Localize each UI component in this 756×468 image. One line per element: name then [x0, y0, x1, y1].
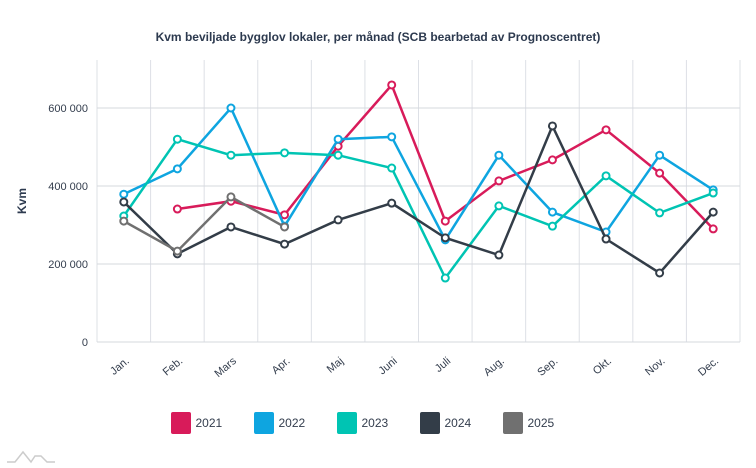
y-tick-label: 0 — [82, 337, 88, 349]
data-point[interactable] — [387, 80, 397, 90]
data-point[interactable] — [280, 239, 290, 249]
legend-item-2021[interactable]: 2021 — [170, 412, 254, 434]
data-point[interactable] — [226, 150, 236, 160]
legend-swatch — [502, 412, 523, 434]
legend-swatch — [253, 412, 274, 434]
data-point[interactable] — [655, 168, 665, 178]
data-point[interactable] — [280, 148, 290, 158]
data-point[interactable] — [226, 103, 236, 113]
data-point[interactable] — [494, 250, 504, 260]
series-2024 — [119, 121, 718, 278]
data-point[interactable] — [172, 204, 182, 214]
data-point[interactable] — [655, 268, 665, 278]
data-point[interactable] — [601, 171, 611, 181]
x-tick-label: Sep. — [535, 355, 560, 379]
data-point[interactable] — [333, 150, 343, 160]
legend-label: 2023 — [361, 416, 389, 430]
data-point[interactable] — [708, 207, 718, 217]
data-point[interactable] — [172, 246, 182, 256]
data-point[interactable] — [226, 192, 236, 202]
data-point[interactable] — [119, 189, 129, 199]
series-line — [123, 195, 286, 253]
x-tick-label: Mars — [212, 355, 239, 380]
data-point[interactable] — [601, 125, 611, 135]
data-point[interactable] — [655, 208, 665, 218]
legend-item-2024[interactable]: 2024 — [419, 412, 503, 434]
data-point[interactable] — [547, 155, 557, 165]
data-point[interactable] — [333, 215, 343, 225]
series-line — [122, 137, 714, 281]
x-tick-label: Apr. — [270, 355, 293, 377]
legend: 2021 2022 2023 2024 2025 — [0, 412, 756, 434]
data-point[interactable] — [494, 201, 504, 211]
x-tick-label: Nov. — [643, 355, 667, 378]
data-point[interactable] — [601, 234, 611, 244]
x-tick-label: Dec. — [696, 355, 721, 379]
data-point[interactable] — [494, 150, 504, 160]
legend-label: 2025 — [527, 416, 555, 430]
data-point[interactable] — [387, 198, 397, 208]
legend-label: 2022 — [278, 416, 306, 430]
plot-area: 0 200 000 400 000 600 000 Kvm Jan. Feb. Mars Apr… — [15, 60, 741, 380]
legend-swatch — [336, 412, 357, 434]
series-line — [122, 122, 715, 275]
data-point[interactable] — [333, 134, 343, 144]
data-point[interactable] — [440, 233, 450, 243]
data-point[interactable] — [280, 210, 290, 220]
data-point[interactable] — [387, 163, 397, 173]
data-point[interactable] — [387, 132, 397, 142]
data-point[interactable] — [119, 216, 129, 226]
legend-swatch — [419, 412, 440, 434]
x-tick-label: Okt. — [591, 355, 614, 377]
data-point[interactable] — [172, 134, 182, 144]
data-point[interactable] — [119, 197, 129, 207]
data-point[interactable] — [547, 121, 557, 131]
x-tick-label: Juli — [433, 355, 453, 375]
legend-swatch — [170, 412, 191, 434]
data-point[interactable] — [280, 222, 290, 232]
series-line — [123, 105, 714, 243]
x-tick-label: Aug. — [482, 355, 507, 379]
x-tick-label: Juni — [376, 355, 399, 377]
legend-label: 2024 — [444, 416, 472, 430]
x-tick-label: Feb. — [161, 355, 186, 378]
data-point[interactable] — [547, 221, 557, 231]
data-point[interactable] — [547, 207, 557, 217]
data-point[interactable] — [226, 222, 236, 232]
x-tick-label: Jan. — [108, 355, 132, 378]
x-tick-label: Maj — [325, 355, 346, 376]
data-point[interactable] — [494, 176, 504, 186]
logo-icon — [7, 450, 55, 464]
y-tick-label: 200 000 — [48, 259, 88, 271]
y-tick-label: 600 000 — [48, 103, 88, 115]
data-point[interactable] — [440, 273, 450, 283]
data-point[interactable] — [655, 150, 665, 160]
legend-item-2023[interactable]: 2023 — [336, 412, 420, 434]
legend-item-2025[interactable]: 2025 — [502, 412, 586, 434]
data-point[interactable] — [172, 164, 182, 174]
y-tick-label: 400 000 — [48, 181, 88, 193]
series-2025 — [119, 192, 290, 256]
legend-item-2022[interactable]: 2022 — [253, 412, 337, 434]
chart-title: Kvm beviljade bygglov lokaler, per månad… — [155, 30, 601, 44]
y-axis-label: Kvm — [15, 188, 29, 214]
legend-label: 2021 — [195, 416, 223, 430]
data-point[interactable] — [708, 188, 718, 198]
data-point[interactable] — [440, 216, 450, 226]
data-point[interactable] — [708, 224, 718, 234]
series-2023 — [119, 134, 718, 283]
